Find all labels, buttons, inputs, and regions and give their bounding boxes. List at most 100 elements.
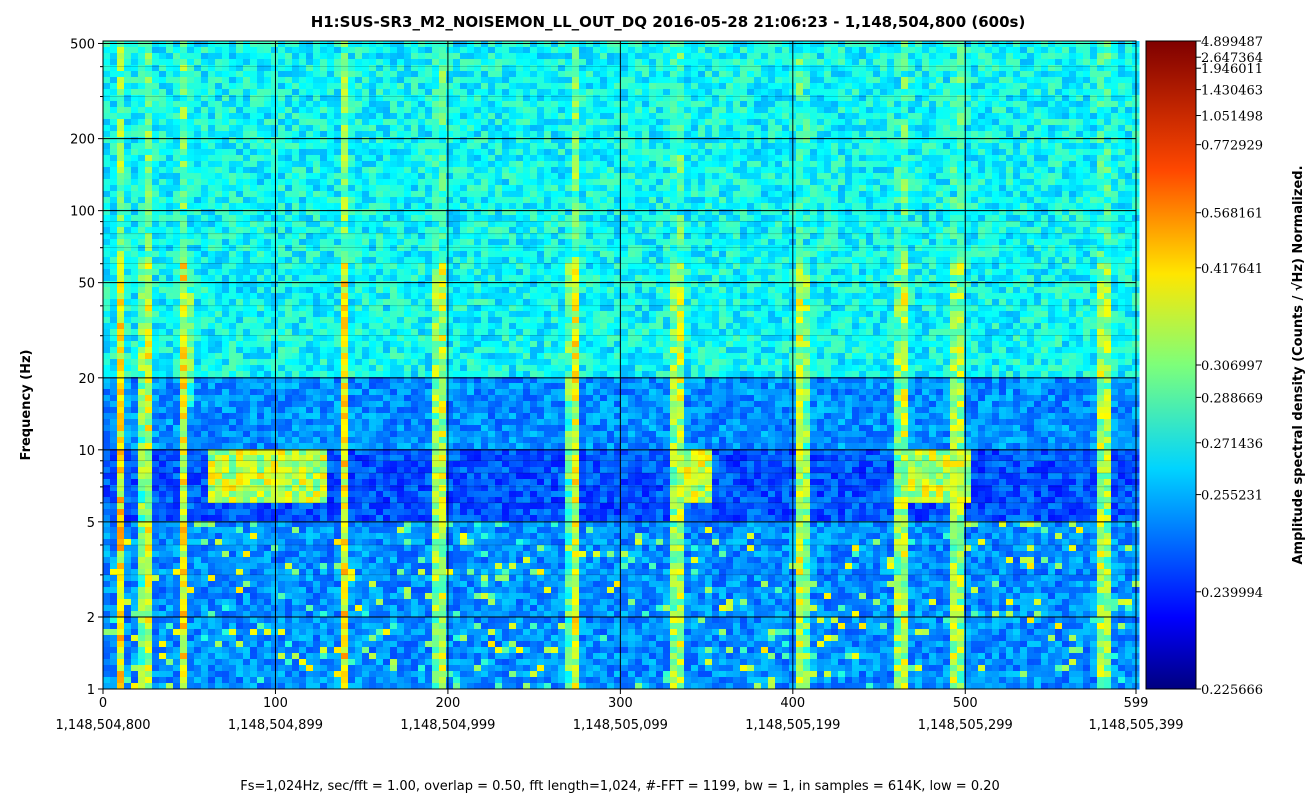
spectrogram-cell [831,41,839,48]
spectrogram-cell [453,215,461,222]
spectrogram-cell [768,95,776,102]
spectrogram-cell [838,41,846,48]
spectrogram-cell [369,197,377,204]
spectrogram-cell [1034,101,1042,108]
spectrogram-cell [978,209,986,216]
spectrogram-cell [418,227,426,234]
spectrogram-cell [992,209,1000,216]
spectrogram-cell [131,113,139,120]
spectrogram-cell [894,53,902,60]
spectrogram-cell [915,41,923,48]
spectrogram-cell [306,179,314,186]
spectrogram-cell [663,101,671,108]
spectrogram-cell [236,71,244,78]
spectrogram-cell [817,47,825,54]
spectrogram-cell [628,59,636,66]
spectrogram-cell [824,113,832,120]
spectrogram-cell [1125,107,1133,114]
spectrogram-cell [180,41,188,48]
spectrogram-cell [1111,191,1119,198]
spectrogram-cell [103,119,111,126]
spectrogram-cell [124,77,132,84]
spectrogram-cell [222,221,230,228]
spectrogram-cell [957,113,965,120]
spectrogram-cell [705,167,713,174]
spectrogram-cell [873,215,881,222]
spectrogram-cell [159,233,167,240]
spectrogram-cell [824,65,832,72]
spectrogram-cell [999,59,1007,66]
spectrogram-cell [565,101,573,108]
spectrogram-cell [376,89,384,96]
spectrogram-cell [180,221,188,228]
spectrogram-cell [257,221,265,228]
spectrogram-cell [131,95,139,102]
spectrogram-cell [705,239,713,246]
spectrogram-cell [1097,71,1105,78]
spectrogram-cell [1006,221,1014,228]
spectrogram-cell [1055,53,1063,60]
spectrogram-cell [201,83,209,90]
spectrogram-cell [950,107,958,114]
spectrogram-cell [572,53,580,60]
spectrogram-cell [992,47,1000,54]
spectrogram-cell [523,155,531,162]
spectrogram-cell [600,191,608,198]
spectrogram-cell [439,221,447,228]
spectrogram-cell [1104,71,1112,78]
spectrogram-cell [229,119,237,126]
spectrogram-cell [600,179,608,186]
spectrogram-cell [530,83,538,90]
spectrogram-cell [649,167,657,174]
spectrogram-cell [649,53,657,60]
spectrogram-cell [782,41,790,48]
spectrogram-cell [1076,41,1084,48]
spectrogram-cell [845,161,853,168]
spectrogram-cell [257,71,265,78]
spectrogram-cell [880,77,888,84]
spectrogram-cell [1090,113,1098,120]
spectrogram-cell [803,239,811,246]
spectrogram-cell [348,53,356,60]
spectrogram-cell [418,53,426,60]
spectrogram-cell [299,101,307,108]
spectrogram-cell [803,131,811,138]
spectrogram-cell [1027,59,1035,66]
spectrogram-cell [565,179,573,186]
spectrogram-cell [922,107,930,114]
spectrogram-cell [278,203,286,210]
spectrogram-cell [537,179,545,186]
spectrogram-cell [509,203,517,210]
spectrogram-cell [901,185,909,192]
spectrogram-cell [306,155,314,162]
spectrogram-cell [453,167,461,174]
spectrogram-cell [586,125,594,132]
spectrogram-cell [733,65,741,72]
spectrogram-cell [355,89,363,96]
spectrogram-cell [159,185,167,192]
spectrogram-cell [957,161,965,168]
spectrogram-cell [488,185,496,192]
spectrogram-cell [1055,185,1063,192]
spectrogram-cell [159,239,167,246]
spectrogram-cell [425,119,433,126]
spectrogram-cell [474,89,482,96]
spectrogram-cell [943,191,951,198]
spectrogram-cell [621,215,629,222]
spectrogram-cell [670,131,678,138]
spectrogram-cell [733,101,741,108]
spectrogram-cell [551,137,559,144]
spectrogram-cell [733,191,741,198]
spectrogram-cell [544,161,552,168]
spectrogram-cell [306,167,314,174]
spectrogram-cell [740,209,748,216]
spectrogram-cell [803,41,811,48]
spectrogram-cell [733,161,741,168]
spectrogram-cell [684,227,692,234]
spectrogram-cell [348,65,356,72]
spectrogram-cell [733,77,741,84]
spectrogram-cell [467,137,475,144]
spectrogram-cell [859,203,867,210]
spectrogram-cell [530,227,538,234]
spectrogram-cell [838,59,846,66]
